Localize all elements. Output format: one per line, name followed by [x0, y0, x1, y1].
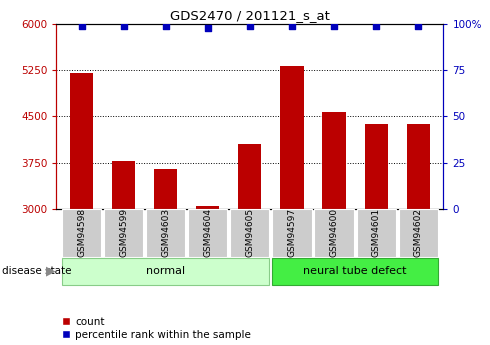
Point: [120, 23, 127, 29]
Title: GDS2470 / 201121_s_at: GDS2470 / 201121_s_at: [170, 9, 330, 22]
Point: [414, 23, 422, 29]
Bar: [146, 209, 185, 257]
Bar: [357, 209, 396, 257]
Bar: [112, 161, 135, 209]
Bar: [407, 124, 430, 209]
Point: [246, 23, 254, 29]
Bar: [104, 209, 143, 257]
Text: neural tube defect: neural tube defect: [303, 266, 407, 276]
Text: GSM94597: GSM94597: [288, 208, 296, 257]
Bar: [62, 258, 270, 285]
Bar: [62, 209, 101, 257]
Text: disease state: disease state: [2, 266, 72, 276]
Text: GSM94601: GSM94601: [371, 208, 381, 257]
Bar: [315, 209, 354, 257]
Point: [78, 23, 86, 29]
Bar: [272, 209, 312, 257]
Point: [162, 23, 170, 29]
Bar: [399, 209, 438, 257]
Bar: [272, 258, 438, 285]
Text: GSM94605: GSM94605: [245, 208, 254, 257]
Legend: count, percentile rank within the sample: count, percentile rank within the sample: [62, 317, 251, 340]
Text: GSM94602: GSM94602: [414, 208, 423, 257]
Text: ▶: ▶: [46, 264, 55, 277]
Text: GSM94599: GSM94599: [119, 208, 128, 257]
Point: [330, 23, 338, 29]
Text: GSM94598: GSM94598: [77, 208, 86, 257]
Bar: [188, 209, 227, 257]
Point: [204, 25, 212, 31]
Bar: [230, 209, 270, 257]
Text: GSM94600: GSM94600: [330, 208, 339, 257]
Bar: [280, 66, 303, 209]
Point: [372, 23, 380, 29]
Bar: [196, 206, 220, 209]
Point: [288, 23, 296, 29]
Text: normal: normal: [146, 266, 185, 276]
Bar: [70, 73, 93, 209]
Bar: [365, 124, 388, 209]
Text: GSM94604: GSM94604: [203, 208, 212, 257]
Bar: [322, 112, 345, 209]
Bar: [238, 144, 262, 209]
Text: GSM94603: GSM94603: [161, 208, 170, 257]
Bar: [154, 169, 177, 209]
